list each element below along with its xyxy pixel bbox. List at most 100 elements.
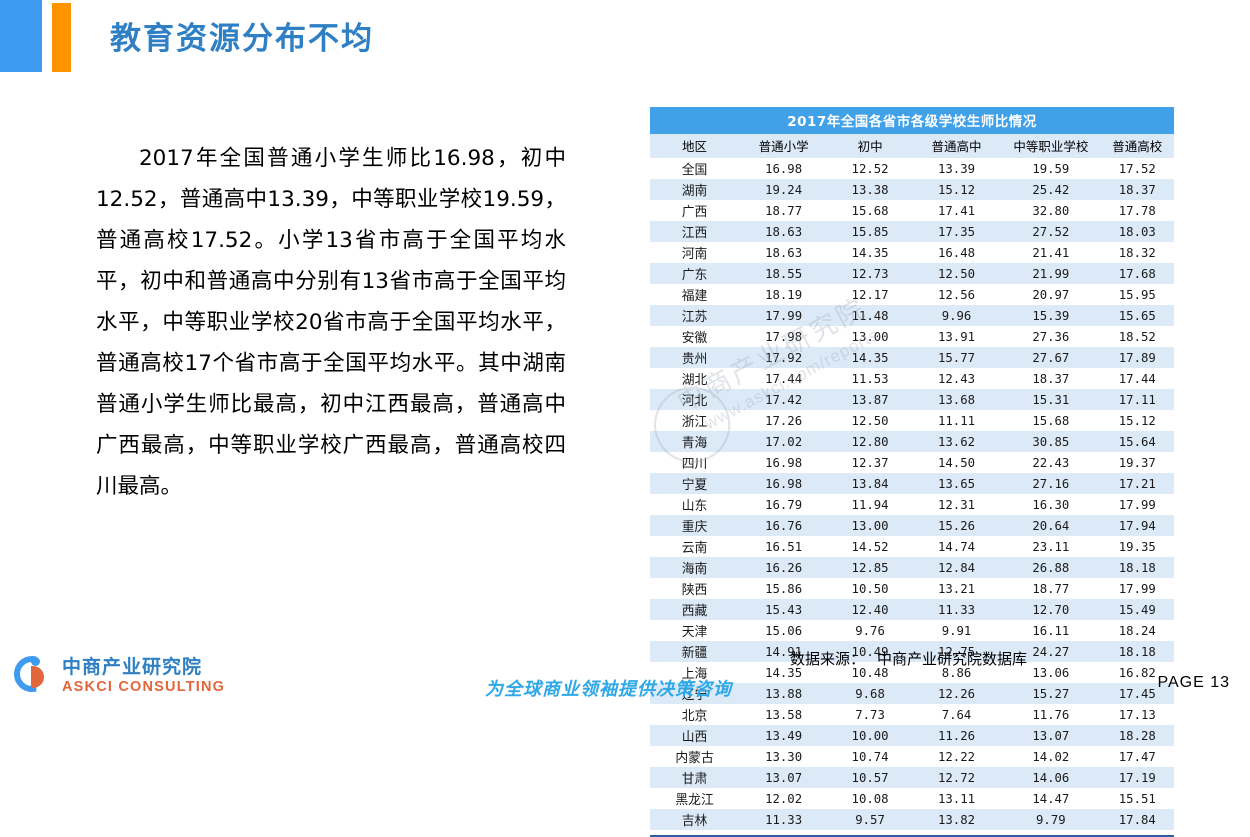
table-cell-region: 陕西 <box>650 578 740 599</box>
table-cell-value: 11.33 <box>739 809 829 830</box>
table-cell-value: 13.21 <box>911 578 1002 599</box>
table-cell-value: 12.85 <box>828 557 912 578</box>
table-cell-region: 安徽 <box>650 326 740 347</box>
table-row: 广西 18.77 15.68 17.41 32.80 17.78 <box>650 200 1174 221</box>
table-cell-value: 12.40 <box>828 599 912 620</box>
table-row: 全国 16.98 12.52 13.39 19.59 17.52 <box>650 158 1174 179</box>
table-cell-value: 17.99 <box>1100 578 1174 599</box>
table-cell-region: 西藏 <box>650 599 740 620</box>
footer-slogan: 为全球商业领袖提供决策咨询 <box>485 679 732 700</box>
table-cell-value: 14.52 <box>828 536 912 557</box>
table-cell-value: 17.42 <box>739 389 829 410</box>
table-row: 重庆 16.76 13.00 15.26 20.64 17.94 <box>650 515 1174 536</box>
table-cell-region: 内蒙古 <box>650 746 740 767</box>
table-cell-value: 14.35 <box>739 662 829 683</box>
table-cell-region: 辽宁 <box>650 683 740 704</box>
table-cell-value: 18.77 <box>1001 578 1101 599</box>
table-cell-value: 13.07 <box>739 767 829 788</box>
table-column-header-3: 普通高中 <box>911 134 1002 158</box>
table-cell-value: 11.33 <box>911 599 1002 620</box>
table-cell-value: 17.44 <box>739 368 829 389</box>
table-cell-value: 18.03 <box>1100 221 1174 242</box>
table-row: 天津 15.06 9.76 9.91 16.11 18.24 <box>650 620 1174 641</box>
table-cell-value: 27.67 <box>1001 347 1101 368</box>
table-cell-value: 13.68 <box>911 389 1002 410</box>
table-cell-value: 15.12 <box>911 179 1002 200</box>
table-cell-value: 13.06 <box>1001 662 1101 683</box>
table-row: 内蒙古 13.30 10.74 12.22 14.02 17.47 <box>650 746 1174 767</box>
table-cell-region: 云南 <box>650 536 740 557</box>
table-cell-value: 15.68 <box>828 200 912 221</box>
table-cell-region: 江苏 <box>650 305 740 326</box>
table-cell-value: 17.44 <box>1100 368 1174 389</box>
table-cell-value: 15.86 <box>739 578 829 599</box>
table-cell-value: 11.48 <box>828 305 912 326</box>
table-cell-region: 四川 <box>650 452 740 473</box>
table-cell-value: 18.32 <box>1100 242 1174 263</box>
table-cell-value: 20.64 <box>1001 515 1101 536</box>
table-cell-value: 13.58 <box>739 704 829 725</box>
table-cell-value: 17.84 <box>1100 809 1174 830</box>
table-cell-value: 26.88 <box>1001 557 1101 578</box>
table-cell-value: 12.50 <box>828 410 912 431</box>
table-cell-value: 16.76 <box>739 515 829 536</box>
table-cell-value: 17.26 <box>739 410 829 431</box>
table-cell-value: 12.26 <box>911 683 1002 704</box>
table-cell-value: 17.89 <box>1100 347 1174 368</box>
table-cell-value: 18.77 <box>739 200 829 221</box>
table-row: 西藏 15.43 12.40 11.33 12.70 15.49 <box>650 599 1174 620</box>
footer-logo-cn: 中商产业研究院 <box>62 655 203 678</box>
table-cell-region: 山东 <box>650 494 740 515</box>
table-cell-value: 12.22 <box>911 746 1002 767</box>
table-column-header-4: 中等职业学校 <box>1001 134 1101 158</box>
table-cell-value: 13.38 <box>828 179 912 200</box>
table-cell-value: 11.26 <box>911 725 1002 746</box>
table-cell-value: 10.48 <box>828 662 912 683</box>
table-row: 江西 18.63 15.85 17.35 27.52 18.03 <box>650 221 1174 242</box>
table-cell-value: 14.06 <box>1001 767 1101 788</box>
table-cell-region: 宁夏 <box>650 473 740 494</box>
table-row: 山东 16.79 11.94 12.31 16.30 17.99 <box>650 494 1174 515</box>
source-note: 数据来源： 中商产业研究院数据库 <box>790 648 1027 669</box>
table-cell-value: 30.85 <box>1001 431 1101 452</box>
table-cell-value: 12.37 <box>828 452 912 473</box>
table-cell-region: 江西 <box>650 221 740 242</box>
table-cell-value: 19.59 <box>1001 158 1101 179</box>
footer-logo-text: 中商产业研究院 ASKCI CONSULTING <box>62 655 226 696</box>
table-cell-value: 13.82 <box>911 809 1002 830</box>
table-cell-value: 17.13 <box>1100 704 1174 725</box>
table-cell-value: 12.73 <box>828 263 912 284</box>
source-value: 中商产业研究院数据库 <box>877 650 1028 668</box>
table-cell-value: 16.30 <box>1001 494 1101 515</box>
table-cell-value: 16.11 <box>1001 620 1101 641</box>
table-cell-value: 13.49 <box>739 725 829 746</box>
source-label: 数据来源： <box>790 650 866 668</box>
table-cell-region: 海南 <box>650 557 740 578</box>
footer-logo-en: ASKCI CONSULTING <box>62 678 226 695</box>
table-cell-value: 14.35 <box>828 242 912 263</box>
table-cell-value: 10.74 <box>828 746 912 767</box>
table-cell-value: 10.00 <box>828 725 912 746</box>
table-cell-value: 17.35 <box>911 221 1002 242</box>
footer-logo: 中商产业研究院 ASKCI CONSULTING <box>14 656 225 696</box>
table-cell-value: 12.56 <box>911 284 1002 305</box>
table-cell-value: 16.48 <box>911 242 1002 263</box>
table-cell-value: 17.11 <box>1100 389 1174 410</box>
table-cell-value: 9.79 <box>1001 809 1101 830</box>
table-cell-value: 15.68 <box>1001 410 1101 431</box>
table-cell-value: 17.02 <box>739 431 829 452</box>
table-cell-value: 15.65 <box>1100 305 1174 326</box>
table-row: 四川 16.98 12.37 14.50 22.43 19.37 <box>650 452 1174 473</box>
table-cell-value: 16.51 <box>739 536 829 557</box>
table-cell-value: 15.12 <box>1100 410 1174 431</box>
table-cell-value: 18.37 <box>1001 368 1101 389</box>
body-paragraph: 2017年全国普通小学生师比16.98，初中12.52，普通高中13.39，中等… <box>96 146 566 499</box>
table-cell-value: 13.65 <box>911 473 1002 494</box>
table-cell-region: 河北 <box>650 389 740 410</box>
table-row: 吉林 11.33 9.57 13.82 9.79 17.84 <box>650 809 1174 830</box>
table-cell-value: 18.63 <box>739 221 829 242</box>
table-row: 浙江 17.26 12.50 11.11 15.68 15.12 <box>650 410 1174 431</box>
table-cell-value: 12.80 <box>828 431 912 452</box>
table-cell-value: 12.31 <box>911 494 1002 515</box>
table-cell-value: 25.42 <box>1001 179 1101 200</box>
